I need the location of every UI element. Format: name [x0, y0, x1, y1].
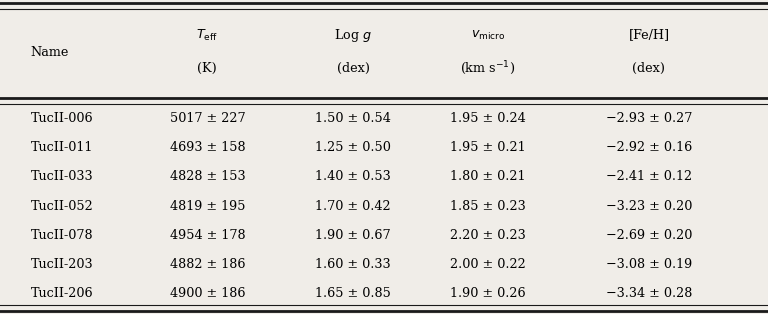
Text: 1.40 ± 0.53: 1.40 ± 0.53	[316, 171, 391, 183]
Text: TucII-011: TucII-011	[31, 141, 93, 154]
Text: 1.90 ± 0.26: 1.90 ± 0.26	[450, 287, 525, 300]
Text: TucII-006: TucII-006	[31, 112, 94, 125]
Text: −2.69 ± 0.20: −2.69 ± 0.20	[606, 229, 692, 242]
Text: 1.85 ± 0.23: 1.85 ± 0.23	[450, 199, 525, 213]
Text: 1.95 ± 0.21: 1.95 ± 0.21	[450, 141, 525, 154]
Text: −3.34 ± 0.28: −3.34 ± 0.28	[606, 287, 692, 300]
Text: −2.93 ± 0.27: −2.93 ± 0.27	[606, 112, 692, 125]
Text: (km s$^{-1}$): (km s$^{-1}$)	[460, 59, 515, 77]
Text: −2.41 ± 0.12: −2.41 ± 0.12	[606, 171, 692, 183]
Text: TucII-206: TucII-206	[31, 287, 94, 300]
Text: (dex): (dex)	[633, 62, 665, 74]
Text: 2.00 ± 0.22: 2.00 ± 0.22	[450, 258, 525, 271]
Text: 1.25 ± 0.50: 1.25 ± 0.50	[316, 141, 391, 154]
Text: 1.80 ± 0.21: 1.80 ± 0.21	[450, 171, 525, 183]
Text: −3.23 ± 0.20: −3.23 ± 0.20	[606, 199, 692, 213]
Text: 4828 ± 153: 4828 ± 153	[170, 171, 245, 183]
Text: 5017 ± 227: 5017 ± 227	[170, 112, 245, 125]
Text: 1.50 ± 0.54: 1.50 ± 0.54	[316, 112, 391, 125]
Text: 1.95 ± 0.24: 1.95 ± 0.24	[450, 112, 525, 125]
Text: (K): (K)	[197, 62, 217, 74]
Text: 4900 ± 186: 4900 ± 186	[170, 287, 245, 300]
Text: 4693 ± 158: 4693 ± 158	[170, 141, 245, 154]
Text: TucII-033: TucII-033	[31, 171, 94, 183]
Text: 1.65 ± 0.85: 1.65 ± 0.85	[316, 287, 391, 300]
Text: $T_{\mathrm{eff}}$: $T_{\mathrm{eff}}$	[197, 27, 218, 43]
Text: [Fe/H]: [Fe/H]	[628, 29, 670, 41]
Text: TucII-078: TucII-078	[31, 229, 94, 242]
Text: Log $g$: Log $g$	[334, 26, 372, 44]
Text: −3.08 ± 0.19: −3.08 ± 0.19	[606, 258, 692, 271]
Text: 4882 ± 186: 4882 ± 186	[170, 258, 245, 271]
Text: 2.20 ± 0.23: 2.20 ± 0.23	[450, 229, 525, 242]
Text: $v_{\mathrm{micro}}$: $v_{\mathrm{micro}}$	[471, 29, 505, 41]
Text: 4954 ± 178: 4954 ± 178	[170, 229, 245, 242]
Text: TucII-203: TucII-203	[31, 258, 94, 271]
Text: TucII-052: TucII-052	[31, 199, 94, 213]
Text: Name: Name	[31, 46, 69, 58]
Text: −2.92 ± 0.16: −2.92 ± 0.16	[606, 141, 692, 154]
Text: 1.70 ± 0.42: 1.70 ± 0.42	[316, 199, 391, 213]
Text: (dex): (dex)	[337, 62, 369, 74]
Text: 1.60 ± 0.33: 1.60 ± 0.33	[316, 258, 391, 271]
Text: 1.90 ± 0.67: 1.90 ± 0.67	[316, 229, 391, 242]
Text: 4819 ± 195: 4819 ± 195	[170, 199, 245, 213]
